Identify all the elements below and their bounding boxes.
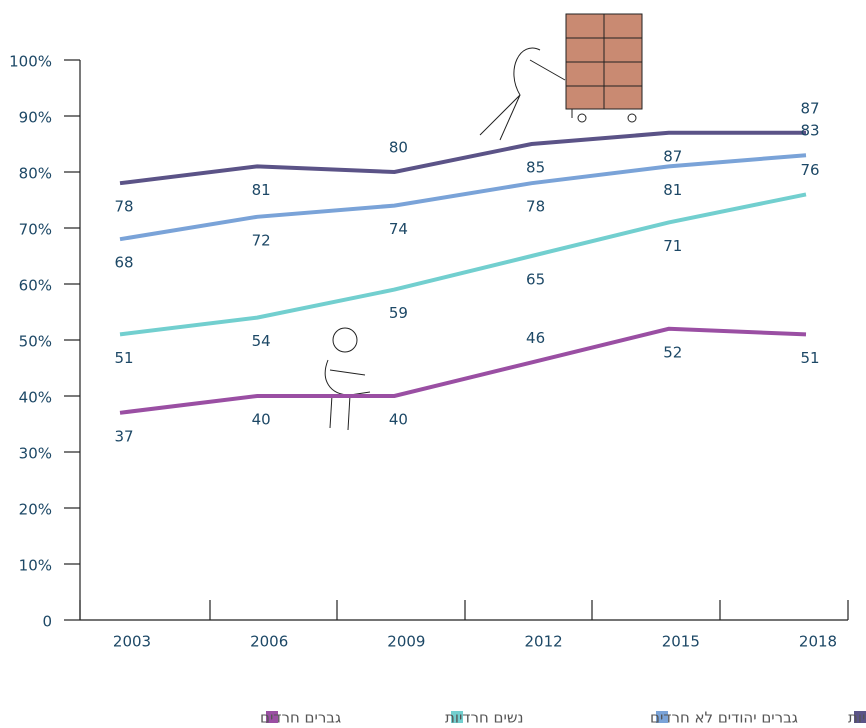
data-label: 68 [114, 254, 133, 272]
data-label: 78 [526, 198, 545, 216]
legend-swatch [451, 711, 463, 723]
data-label: 81 [663, 181, 682, 199]
x-ticks [79, 600, 849, 620]
data-label: 46 [526, 329, 545, 347]
data-label: 59 [389, 304, 408, 322]
series-line [119, 153, 807, 242]
data-label: 87 [663, 147, 682, 165]
legend-label: נשים חרדיות [445, 709, 523, 727]
data-label: 76 [800, 161, 819, 179]
data-label: 81 [252, 181, 271, 199]
y-tick-label: 70% [19, 221, 52, 239]
y-tick-label: 100% [9, 53, 52, 71]
x-tick-label: 2018 [799, 633, 837, 651]
x-tick-label: 2015 [662, 633, 700, 651]
data-label: 87 [800, 99, 819, 117]
legend-swatch [854, 711, 866, 723]
y-tick-label: 80% [19, 165, 52, 183]
illustration-boxes [479, 13, 643, 141]
y-tick-label: 10% [19, 557, 52, 575]
series-line [119, 326, 807, 415]
y-tick-label: 60% [19, 277, 52, 295]
data-label: 65 [526, 271, 545, 289]
legend-label: גברים חרדים [260, 709, 341, 727]
y-tick-label: 20% [19, 501, 52, 519]
y-tick-label: 0 [42, 613, 52, 631]
legend-swatch [656, 711, 668, 723]
data-label: 52 [663, 343, 682, 361]
data-label: 80 [389, 139, 408, 157]
x-tick-label: 2009 [387, 633, 425, 651]
data-label: 74 [389, 220, 408, 238]
y-tick-label: 90% [19, 109, 52, 127]
data-label: 40 [252, 411, 271, 429]
data-label: 37 [114, 427, 133, 445]
y-tick-label: 50% [19, 333, 52, 351]
data-label: 71 [663, 237, 682, 255]
data-label: 51 [800, 349, 819, 367]
data-label: 85 [526, 159, 545, 177]
series-line [119, 130, 806, 186]
illustration-man [324, 327, 371, 431]
data-label: 54 [252, 332, 271, 350]
legend-label: נשים יהודיות לא חרדיות [848, 709, 866, 727]
data-label: 78 [114, 198, 133, 216]
legend-swatch [266, 711, 278, 723]
x-tick-label: 2003 [113, 633, 151, 651]
y-tick-label: 40% [19, 389, 52, 407]
series-line [119, 192, 807, 337]
data-label: 72 [252, 231, 271, 249]
data-label: 83 [800, 122, 819, 140]
x-tick-label: 2006 [250, 633, 288, 651]
x-tick-label: 2012 [525, 633, 563, 651]
y-tick-label: 30% [19, 445, 52, 463]
data-label: 51 [114, 349, 133, 367]
legend-label: גברים יהודים לא חרדים [650, 709, 798, 727]
data-label: 40 [389, 411, 408, 429]
